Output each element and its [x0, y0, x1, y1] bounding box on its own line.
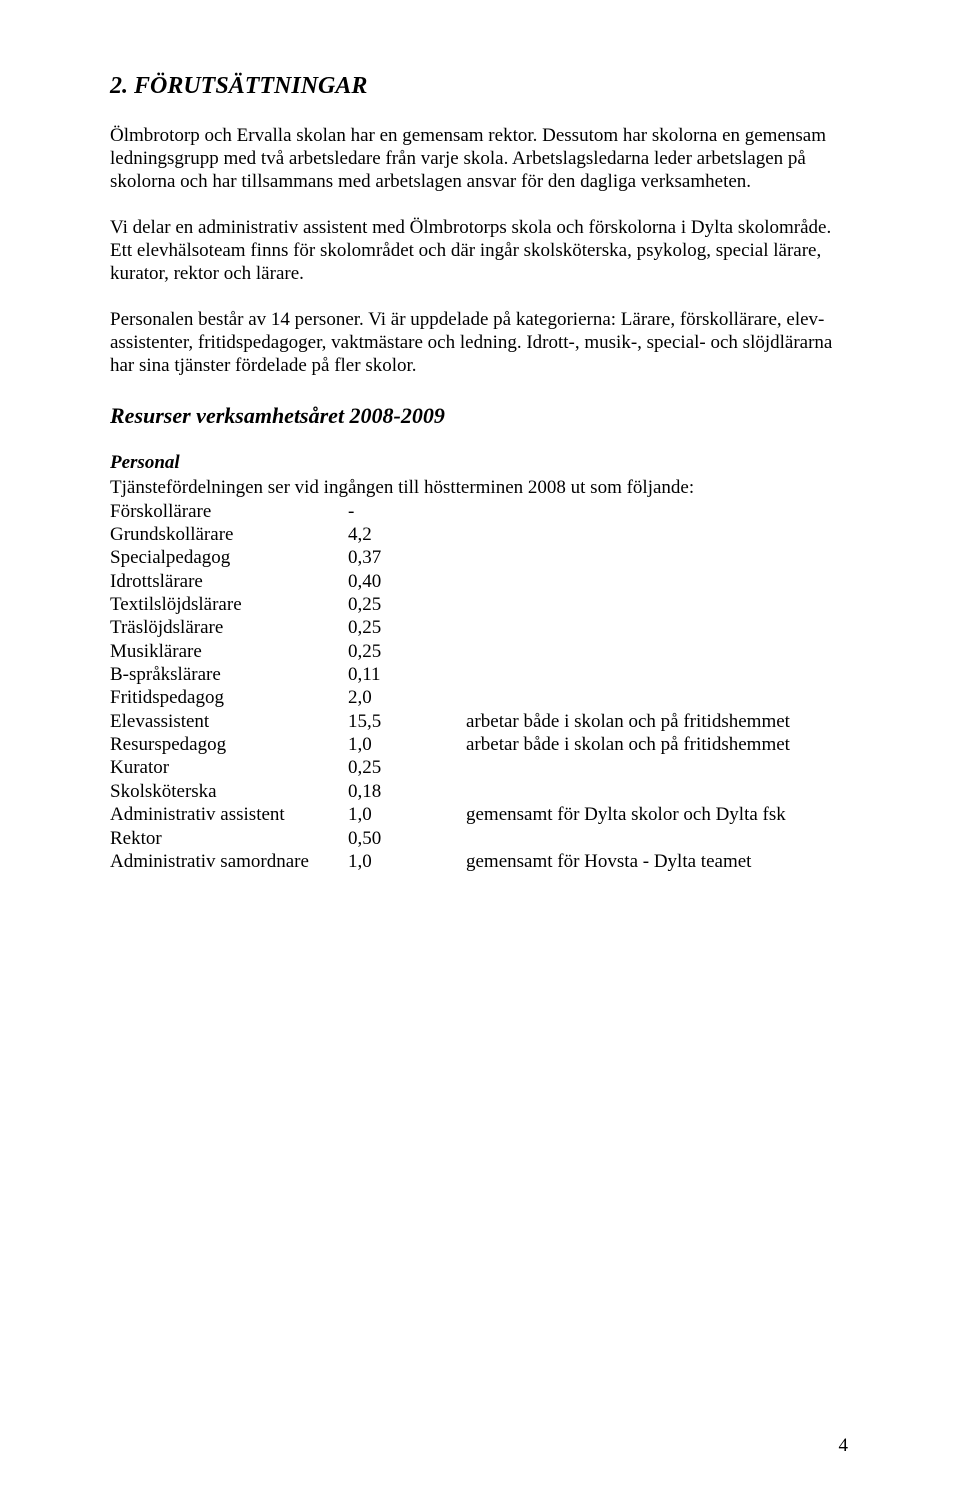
table-row: Textilslöjdslärare0,25	[110, 593, 850, 616]
staff-note: arbetar både i skolan och på fritidshemm…	[466, 733, 850, 756]
table-row: B-språkslärare0,11	[110, 663, 850, 686]
staff-role: Resurspedagog	[110, 733, 348, 756]
table-row: Administrativ samordnare1,0gemensamt för…	[110, 850, 850, 873]
table-row: Resurspedagog1,0arbetar både i skolan oc…	[110, 733, 850, 756]
staff-note	[466, 663, 850, 686]
personal-intro: Tjänstefördelningen ser vid ingången til…	[110, 476, 850, 499]
staff-note: gemensamt för Hovsta - Dylta teamet	[466, 850, 850, 873]
staff-note	[466, 827, 850, 850]
table-row: Rektor0,50	[110, 827, 850, 850]
staff-value: 0,40	[348, 570, 466, 593]
staff-note	[466, 500, 850, 523]
staff-note	[466, 616, 850, 639]
table-row: Administrativ assistent1,0gemensamt för …	[110, 803, 850, 826]
table-row: Elevassistent15,5arbetar både i skolan o…	[110, 710, 850, 733]
staff-value: -	[348, 500, 466, 523]
table-row: Idrottslärare0,40	[110, 570, 850, 593]
section-heading: 2. FÖRUTSÄTTNINGAR	[110, 72, 850, 102]
staff-role: Skolsköterska	[110, 780, 348, 803]
staff-role: Idrottslärare	[110, 570, 348, 593]
staff-value: 1,0	[348, 733, 466, 756]
staff-role: Förskollärare	[110, 500, 348, 523]
table-row: Träslöjdslärare0,25	[110, 616, 850, 639]
table-row: Förskollärare-	[110, 500, 850, 523]
staff-note: arbetar både i skolan och på fritidshemm…	[466, 710, 850, 733]
resources-heading: Resurser verksamhetsåret 2008-2009	[110, 402, 850, 429]
staff-value: 0,25	[348, 616, 466, 639]
staff-value: 0,18	[348, 780, 466, 803]
staff-role: Elevassistent	[110, 710, 348, 733]
staff-role: Textilslöjdslärare	[110, 593, 348, 616]
paragraph-1: Ölmbrotorp och Ervalla skolan har en gem…	[110, 124, 850, 194]
staff-note	[466, 523, 850, 546]
table-row: Skolsköterska0,18	[110, 780, 850, 803]
paragraph-2: Vi delar en administrativ assistent med …	[110, 216, 850, 286]
staff-role: Musiklärare	[110, 640, 348, 663]
staff-role: Träslöjdslärare	[110, 616, 348, 639]
staff-note	[466, 640, 850, 663]
staff-note: gemensamt för Dylta skolor och Dylta fsk	[466, 803, 850, 826]
personal-heading: Personal	[110, 451, 850, 474]
staff-note	[466, 593, 850, 616]
staff-value: 0,11	[348, 663, 466, 686]
staff-role: Specialpedagog	[110, 546, 348, 569]
staff-note	[466, 686, 850, 709]
table-row: Musiklärare0,25	[110, 640, 850, 663]
staff-role: Fritidspedagog	[110, 686, 348, 709]
staff-value: 0,37	[348, 546, 466, 569]
staff-role: Rektor	[110, 827, 348, 850]
table-row: Kurator0,25	[110, 756, 850, 779]
paragraph-3: Personalen består av 14 personer. Vi är …	[110, 308, 850, 378]
staff-role: B-språkslärare	[110, 663, 348, 686]
staff-role: Administrativ assistent	[110, 803, 348, 826]
table-row: Specialpedagog0,37	[110, 546, 850, 569]
staff-note	[466, 570, 850, 593]
staff-value: 1,0	[348, 803, 466, 826]
staff-table: Förskollärare-Grundskollärare4,2Specialp…	[110, 500, 850, 874]
staff-role: Administrativ samordnare	[110, 850, 348, 873]
page-number: 4	[839, 1434, 849, 1457]
table-row: Fritidspedagog2,0	[110, 686, 850, 709]
staff-note	[466, 756, 850, 779]
staff-value: 0,50	[348, 827, 466, 850]
staff-value: 0,25	[348, 593, 466, 616]
staff-note	[466, 546, 850, 569]
table-row: Grundskollärare4,2	[110, 523, 850, 546]
staff-value: 1,0	[348, 850, 466, 873]
staff-role: Kurator	[110, 756, 348, 779]
staff-value: 0,25	[348, 756, 466, 779]
staff-value: 4,2	[348, 523, 466, 546]
staff-value: 0,25	[348, 640, 466, 663]
staff-note	[466, 780, 850, 803]
staff-role: Grundskollärare	[110, 523, 348, 546]
staff-value: 2,0	[348, 686, 466, 709]
staff-value: 15,5	[348, 710, 466, 733]
